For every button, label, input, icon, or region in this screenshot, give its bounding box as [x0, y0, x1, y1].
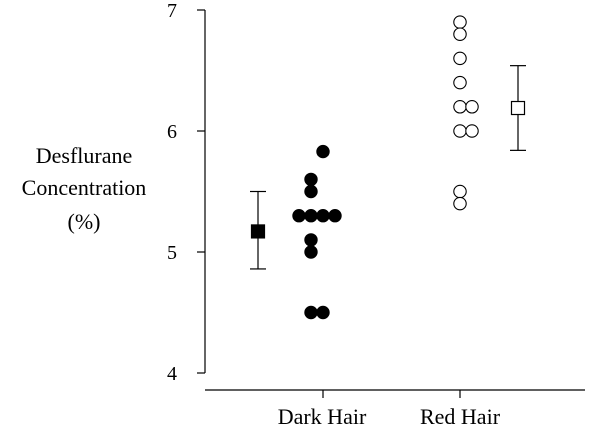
data-point [453, 124, 467, 138]
data-point [453, 27, 467, 41]
data-point [316, 305, 330, 320]
data-point [453, 75, 467, 90]
data-point [453, 51, 467, 66]
x-category-label: Dark Hair [278, 404, 367, 429]
data-point [453, 15, 467, 29]
data-point [465, 100, 479, 114]
y-label-line: Concentration [22, 175, 147, 200]
data-point [304, 172, 318, 187]
y-tick-label: 7 [167, 0, 177, 22]
data-point [453, 100, 467, 114]
data-point [304, 305, 318, 320]
y-tick-label: 5 [167, 242, 177, 264]
data-point [304, 245, 318, 259]
summary-markers [250, 65, 526, 270]
y-axis-label: Desflurane Concentration (%) [22, 143, 147, 234]
mean-marker [250, 224, 266, 239]
data-point [316, 209, 330, 223]
axes: 4 5 6 7 Dark Hair Red Hair [167, 0, 585, 429]
data-point [328, 209, 342, 223]
y-tick-label: 4 [167, 363, 177, 385]
data-point [453, 184, 467, 199]
mean-marker [510, 100, 526, 116]
data-points [292, 15, 479, 320]
data-point [304, 184, 318, 199]
y-label-line: Desflurane [36, 143, 133, 168]
x-category-label: Red Hair [420, 404, 501, 429]
data-point [316, 144, 330, 159]
data-point [304, 209, 318, 223]
data-point [304, 233, 318, 247]
data-point [292, 209, 306, 223]
data-point [453, 196, 467, 211]
data-point [465, 124, 479, 138]
y-label-line: (%) [68, 209, 101, 234]
y-tick-label: 6 [167, 121, 177, 143]
